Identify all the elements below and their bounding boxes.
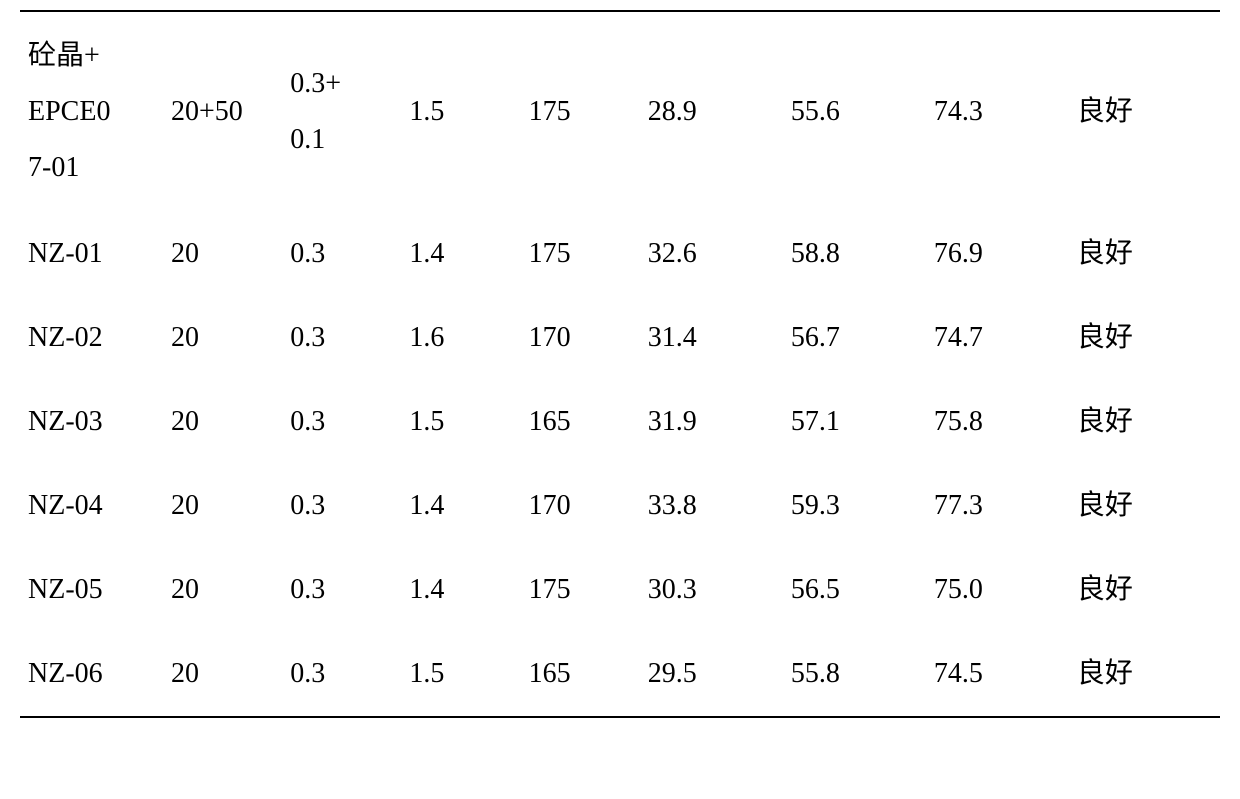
cell-value: 75.8 bbox=[934, 380, 1077, 464]
cell-sample: NZ-05 bbox=[20, 548, 171, 632]
table-row: NZ-04 20 0.3 1.4 170 33.8 59.3 77.3 良好 bbox=[20, 464, 1220, 548]
cell-value: 165 bbox=[529, 380, 648, 464]
cell-value: 0.3+ 0.1 bbox=[290, 11, 409, 212]
cell-text-line: 7-01 bbox=[28, 140, 171, 196]
cell-value: 1.5 bbox=[409, 11, 528, 212]
cell-value: 55.8 bbox=[791, 632, 934, 717]
cell-value: 170 bbox=[529, 464, 648, 548]
cell-value: 1.4 bbox=[409, 212, 528, 296]
cell-value: 32.6 bbox=[648, 212, 791, 296]
cell-text-line: EPCE0 bbox=[28, 84, 171, 140]
cell-value: 59.3 bbox=[791, 464, 934, 548]
cell-value: 0.3 bbox=[290, 212, 409, 296]
cell-value: 175 bbox=[529, 548, 648, 632]
cell-value: 56.7 bbox=[791, 296, 934, 380]
cell-value: 33.8 bbox=[648, 464, 791, 548]
cell-value: 55.6 bbox=[791, 11, 934, 212]
cell-value: 77.3 bbox=[934, 464, 1077, 548]
cell-status: 良好 bbox=[1077, 548, 1220, 632]
cell-value: 20+50 bbox=[171, 11, 290, 212]
cell-status: 良好 bbox=[1077, 632, 1220, 717]
cell-value: 20 bbox=[171, 548, 290, 632]
cell-value: 20 bbox=[171, 380, 290, 464]
cell-status: 良好 bbox=[1077, 296, 1220, 380]
cell-sample: NZ-02 bbox=[20, 296, 171, 380]
cell-value: 75.0 bbox=[934, 548, 1077, 632]
cell-value: 31.4 bbox=[648, 296, 791, 380]
table-row: NZ-02 20 0.3 1.6 170 31.4 56.7 74.7 良好 bbox=[20, 296, 1220, 380]
cell-value: 74.5 bbox=[934, 632, 1077, 717]
cell-value: 0.3 bbox=[290, 464, 409, 548]
cell-value: 1.5 bbox=[409, 380, 528, 464]
cell-status: 良好 bbox=[1077, 212, 1220, 296]
table-container: 砼晶+ EPCE0 7-01 20+50 0.3+ 0.1 1.5 175 28… bbox=[0, 0, 1240, 718]
cell-value: 1.6 bbox=[409, 296, 528, 380]
table-row: NZ-05 20 0.3 1.4 175 30.3 56.5 75.0 良好 bbox=[20, 548, 1220, 632]
cell-value: 20 bbox=[171, 464, 290, 548]
cell-text-line: 0.3+ bbox=[290, 56, 409, 112]
cell-value: 20 bbox=[171, 296, 290, 380]
cell-value: 20 bbox=[171, 212, 290, 296]
cell-value: 56.5 bbox=[791, 548, 934, 632]
table-row: 砼晶+ EPCE0 7-01 20+50 0.3+ 0.1 1.5 175 28… bbox=[20, 11, 1220, 212]
cell-value: 28.9 bbox=[648, 11, 791, 212]
cell-sample: NZ-01 bbox=[20, 212, 171, 296]
data-table: 砼晶+ EPCE0 7-01 20+50 0.3+ 0.1 1.5 175 28… bbox=[20, 10, 1220, 718]
cell-value: 0.3 bbox=[290, 632, 409, 717]
cell-value: 76.9 bbox=[934, 212, 1077, 296]
cell-value: 58.8 bbox=[791, 212, 934, 296]
table-row: NZ-03 20 0.3 1.5 165 31.9 57.1 75.8 良好 bbox=[20, 380, 1220, 464]
cell-value: 0.3 bbox=[290, 380, 409, 464]
cell-sample: NZ-03 bbox=[20, 380, 171, 464]
cell-value: 1.5 bbox=[409, 632, 528, 717]
cell-value: 1.4 bbox=[409, 464, 528, 548]
cell-status: 良好 bbox=[1077, 380, 1220, 464]
cell-value: 31.9 bbox=[648, 380, 791, 464]
cell-value: 74.7 bbox=[934, 296, 1077, 380]
cell-value: 0.3 bbox=[290, 548, 409, 632]
cell-value: 57.1 bbox=[791, 380, 934, 464]
cell-value: 165 bbox=[529, 632, 648, 717]
cell-value: 175 bbox=[529, 212, 648, 296]
cell-value: 74.3 bbox=[934, 11, 1077, 212]
cell-sample: NZ-04 bbox=[20, 464, 171, 548]
cell-sample: NZ-06 bbox=[20, 632, 171, 717]
cell-text-line: 0.1 bbox=[290, 112, 409, 168]
cell-status: 良好 bbox=[1077, 464, 1220, 548]
cell-text-line: 砼晶+ bbox=[28, 28, 171, 84]
table-row: NZ-01 20 0.3 1.4 175 32.6 58.8 76.9 良好 bbox=[20, 212, 1220, 296]
cell-value: 1.4 bbox=[409, 548, 528, 632]
cell-value: 0.3 bbox=[290, 296, 409, 380]
cell-value: 30.3 bbox=[648, 548, 791, 632]
cell-value: 29.5 bbox=[648, 632, 791, 717]
cell-value: 20 bbox=[171, 632, 290, 717]
table-row: NZ-06 20 0.3 1.5 165 29.5 55.8 74.5 良好 bbox=[20, 632, 1220, 717]
cell-sample: 砼晶+ EPCE0 7-01 bbox=[20, 11, 171, 212]
cell-value: 175 bbox=[529, 11, 648, 212]
cell-status: 良好 bbox=[1077, 11, 1220, 212]
cell-value: 170 bbox=[529, 296, 648, 380]
